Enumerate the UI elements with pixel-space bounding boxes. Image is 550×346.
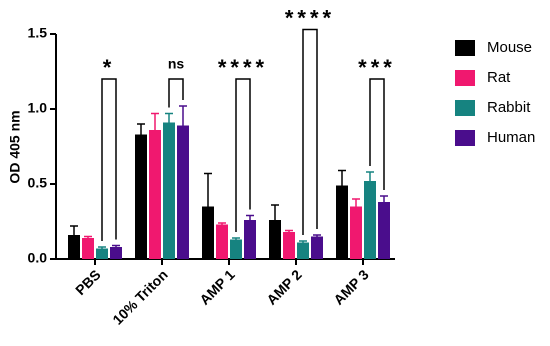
bar <box>230 239 242 259</box>
legend-label: Human <box>487 129 535 146</box>
significance-label: ns <box>168 56 185 72</box>
legend-label: Rabbit <box>487 99 531 116</box>
error-bar <box>338 169 346 186</box>
significance-bracket <box>101 78 117 241</box>
significance-bracket <box>369 78 385 190</box>
bar <box>177 125 189 259</box>
bar <box>350 206 362 259</box>
error-bar <box>352 198 360 207</box>
error-bar <box>204 172 212 207</box>
error-bar <box>218 222 226 225</box>
bar <box>378 202 390 259</box>
y-tick-label: 0.5 <box>28 175 48 191</box>
significance-label: **** <box>218 55 268 80</box>
significance-label: **** <box>285 5 335 30</box>
x-tick-label: PBS <box>72 266 104 298</box>
error-bar <box>179 105 187 126</box>
bar <box>110 247 122 259</box>
error-bar <box>366 171 374 181</box>
y-axis-label: OD 405 nm <box>7 110 23 183</box>
error-bar <box>112 244 120 247</box>
bar <box>68 235 80 259</box>
error-bar <box>165 112 173 123</box>
legend-label: Mouse <box>487 39 532 56</box>
error-bar <box>271 204 279 220</box>
error-bar <box>246 214 254 220</box>
legend-swatch <box>455 70 475 86</box>
bar <box>244 220 256 259</box>
x-tick-label: 10% Triton <box>109 266 170 327</box>
significance-bracket <box>168 78 184 108</box>
error-bar <box>285 229 293 232</box>
significance-label: *** <box>358 55 396 80</box>
significance-bracket <box>302 28 318 235</box>
bar <box>96 248 108 259</box>
y-tick-label: 1.0 <box>28 100 48 116</box>
bar <box>311 236 323 259</box>
bar <box>336 185 348 259</box>
legend-label: Rat <box>487 69 511 86</box>
bar <box>163 122 175 259</box>
x-tick-label: AMP 2 <box>263 266 305 308</box>
error-bar <box>137 123 145 135</box>
x-tick-label: AMP 3 <box>330 266 372 308</box>
error-bar <box>151 112 159 130</box>
error-bar <box>98 246 106 249</box>
y-tick-label: 1.5 <box>28 25 48 41</box>
error-bar <box>299 240 307 243</box>
bar <box>364 181 376 259</box>
bar <box>135 134 147 259</box>
y-tick-label: 0.0 <box>28 250 48 266</box>
bar <box>283 232 295 259</box>
bar <box>297 242 309 259</box>
legend-swatch <box>455 40 475 56</box>
error-bar <box>232 237 240 240</box>
error-bar <box>380 195 388 202</box>
error-bar <box>84 235 92 238</box>
bar <box>269 220 281 259</box>
error-bar <box>70 225 78 235</box>
significance-bracket <box>235 78 251 232</box>
error-bar <box>313 234 321 237</box>
x-tick-label: AMP 1 <box>196 266 238 308</box>
bar <box>82 238 94 259</box>
legend-swatch <box>455 100 475 116</box>
bar <box>216 224 228 259</box>
bar <box>149 130 161 259</box>
bar <box>202 206 214 259</box>
significance-label: * <box>103 55 116 80</box>
legend-swatch <box>455 130 475 146</box>
